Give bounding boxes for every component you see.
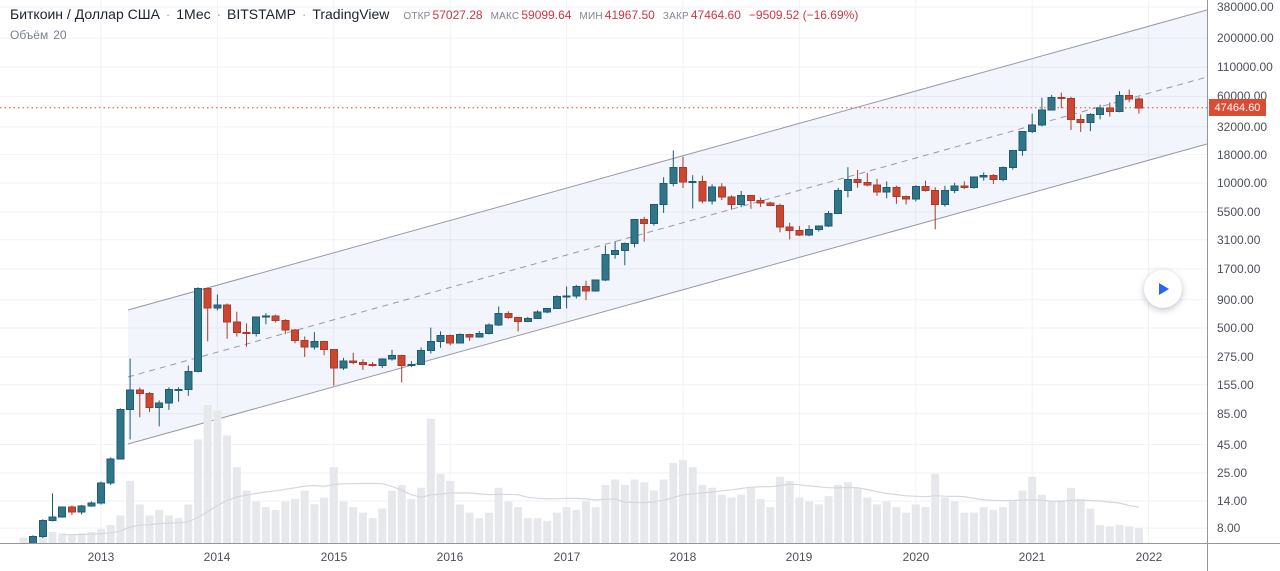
ohlc-value: 41967.50 <box>604 8 655 22</box>
price-tick-label: 5500.00 <box>1217 205 1261 219</box>
year-tick-label: 2020 <box>902 550 930 564</box>
price-tick-label: 155.00 <box>1217 378 1254 392</box>
ohlc-value: 57027.28 <box>432 8 483 22</box>
year-tick-label: 2013 <box>87 550 115 564</box>
scroll-to-realtime-button[interactable] <box>1144 270 1182 308</box>
year-tick-label: 2016 <box>436 550 464 564</box>
year-tick-label: 2022 <box>1135 550 1163 564</box>
ohlc-label: ОТКР <box>403 11 431 22</box>
price-tick-label: 500.00 <box>1217 321 1254 335</box>
year-tick-label: 2015 <box>320 550 348 564</box>
play-icon <box>1159 283 1169 295</box>
price-axis[interactable]: 47464.60 380000.00 200000.00 110000.00 6000… <box>1208 0 1280 543</box>
year-tick-label: 2021 <box>1018 550 1046 564</box>
price-tick-label: 900.00 <box>1217 293 1254 307</box>
year-tick-label: 2017 <box>553 550 581 564</box>
price-axis-separator <box>1207 0 1208 571</box>
ohlc-pair: МАКС 59099.64 <box>491 8 572 22</box>
price-tick-label: 200000.00 <box>1217 31 1274 45</box>
chart-legend: Биткоин / Доллар США · 1Мес · BITSTAMP ·… <box>10 6 858 42</box>
ohlc-value: 59099.64 <box>521 8 572 22</box>
price-tick-label: 1700.00 <box>1217 262 1261 276</box>
symbol-title[interactable]: Биткоин / Доллар США <box>10 6 160 22</box>
year-tick-label: 2018 <box>669 550 697 564</box>
ohlc-value: 47464.60 <box>690 8 741 22</box>
ohlc-label: МИН <box>579 11 603 22</box>
last-price-label: 47464.60 <box>1209 99 1266 116</box>
price-tick-label: 18000.00 <box>1217 148 1268 162</box>
ohlc-pair: ЗАКР 47464.60 <box>663 8 741 22</box>
volume-indicator-length: 20 <box>53 28 67 42</box>
volume-indicator-row[interactable]: Объём 20 <box>10 28 858 42</box>
ohlc-pair: ОТКР 57027.28 <box>403 8 482 22</box>
price-tick-label: 275.00 <box>1217 350 1254 364</box>
exchange-label[interactable]: BITSTAMP <box>227 6 296 22</box>
price-tick-label: 14.00 <box>1217 494 1248 508</box>
price-tick-label: 110000.00 <box>1217 60 1273 74</box>
volume-indicator-label: Объём <box>10 28 49 42</box>
ohlc-values: ОТКР 57027.28 МАКС 59099.64 МИН 41967.50 ЗАКР 4… <box>403 8 741 22</box>
price-tick-label: 380000.00 <box>1217 0 1274 14</box>
price-tick-label: 10000.00 <box>1217 176 1268 190</box>
legend-separator: · <box>216 7 221 22</box>
price-tick-label: 25.00 <box>1217 466 1248 480</box>
year-tick-label: 2014 <box>203 550 231 564</box>
change-value: −9509.52 (−16.69%) <box>748 8 859 22</box>
brand-label[interactable]: TradingView <box>312 6 390 22</box>
ohlc-label: ЗАКР <box>662 11 689 22</box>
ohlc-pair: МИН 41967.50 <box>579 8 654 22</box>
symbol-legend-row: Биткоин / Доллар США · 1Мес · BITSTAMP ·… <box>10 6 858 22</box>
price-tick-label: 3100.00 <box>1217 233 1261 247</box>
price-tick-label: 8.00 <box>1217 521 1241 535</box>
legend-separator: · <box>301 7 307 22</box>
legend-separator: · <box>165 7 171 22</box>
year-tick-label: 2019 <box>785 550 813 564</box>
price-tick-label: 85.00 <box>1217 407 1248 421</box>
price-tick-label: 45.00 <box>1217 438 1248 452</box>
interval-label[interactable]: 1Мес <box>176 6 211 22</box>
ohlc-label: МАКС <box>490 11 520 22</box>
price-tick-label: 32000.00 <box>1217 120 1268 134</box>
time-axis[interactable]: 2013 2014 2015 2016 2017 2018 2019 2020 2021 2022 <box>0 543 1280 571</box>
